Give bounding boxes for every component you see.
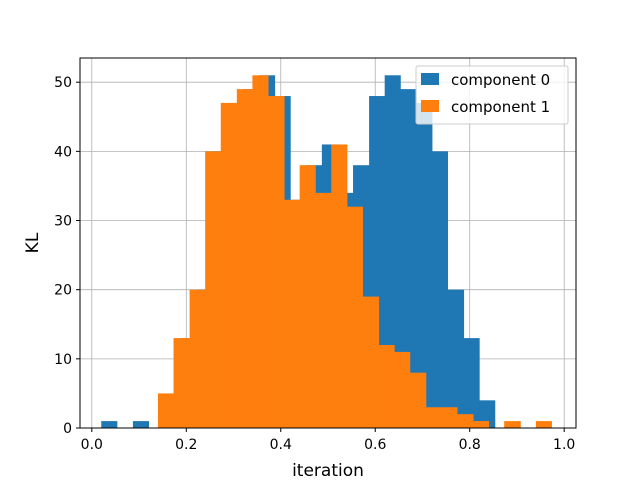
bar-component-0 [463, 338, 480, 428]
legend-swatch-component-1 [421, 100, 439, 112]
bar-component-1 [378, 345, 395, 428]
x-tick-label: 0.4 [270, 437, 292, 453]
bar-component-1 [441, 407, 458, 428]
y-tick-label: 0 [63, 421, 72, 437]
bar-component-0 [132, 421, 149, 428]
legend-label-component-1: component 1 [451, 98, 550, 116]
x-tick-label: 0.2 [175, 437, 197, 453]
y-axis-title: KL [23, 232, 43, 253]
bar-component-1 [284, 199, 301, 428]
plot-frame [79, 57, 577, 429]
x-tick-label: 0.8 [459, 437, 481, 453]
y-axis-ticks: 0 10 20 30 40 50 [54, 75, 80, 437]
bar-component-1 [504, 421, 521, 428]
bar-component-1 [409, 372, 427, 428]
bar-component-1 [362, 296, 380, 428]
series-component-1 [157, 75, 552, 429]
y-tick-label: 20 [54, 283, 72, 299]
y-tick-label: 10 [54, 352, 72, 368]
bar-component-0 [447, 289, 465, 428]
bar-component-1 [157, 393, 175, 428]
legend-box [415, 65, 569, 125]
y-tick-label: 50 [54, 75, 72, 91]
y-tick-label: 30 [54, 214, 72, 230]
bar-component-1 [173, 338, 191, 428]
bar-component-0 [400, 89, 417, 429]
y-tick-label: 40 [54, 144, 72, 160]
x-tick-label: 1.0 [553, 437, 575, 453]
bar-component-1 [236, 89, 253, 429]
bar-component-1 [425, 407, 442, 428]
legend-label-component-0: component 0 [451, 71, 550, 89]
bar-component-0 [101, 421, 118, 428]
x-tick-label: 0.0 [81, 437, 103, 453]
legend: component 0 component 1 [415, 65, 569, 125]
bar-component-0 [384, 75, 401, 428]
bar-component-1 [299, 165, 316, 428]
bar-component-1 [535, 421, 552, 428]
x-axis-title: iteration [292, 461, 364, 480]
bar-component-1 [268, 96, 285, 428]
bar-component-1 [473, 421, 490, 428]
bar-component-0 [431, 151, 449, 428]
bar-component-1 [346, 206, 363, 428]
legend-swatch-component-0 [421, 73, 439, 85]
bar-component-1 [456, 414, 474, 428]
bar-component-1 [315, 192, 332, 428]
bar-component-1 [252, 75, 269, 428]
x-tick-label: 0.6 [364, 437, 386, 453]
x-axis-ticks: 0.0 0.2 0.4 0.6 0.8 1.0 [81, 428, 575, 453]
bar-component-0 [416, 102, 433, 428]
bar-component-1 [189, 289, 206, 428]
bar-component-1 [331, 144, 348, 428]
bar-component-1 [394, 351, 411, 428]
bar-component-1 [205, 151, 222, 428]
bar-component-1 [220, 102, 238, 428]
